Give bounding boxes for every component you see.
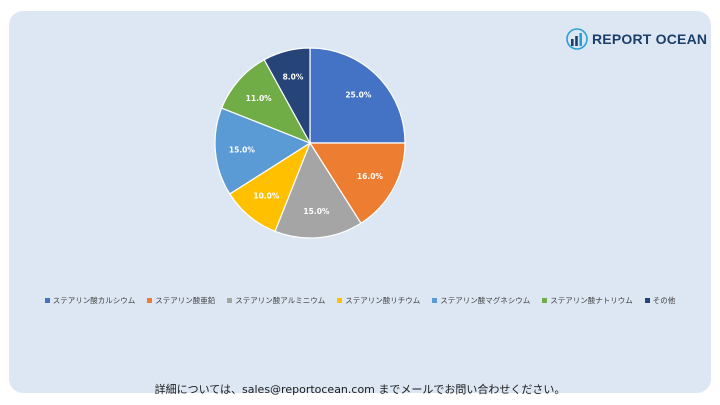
legend-swatch <box>337 298 343 303</box>
pie-slice <box>308 142 406 225</box>
legend-item: ステアリン酸ナトリウム <box>542 295 633 306</box>
legend-swatch <box>432 298 438 303</box>
legend-label: ステアリン酸カルシウム <box>52 296 136 305</box>
legend-swatch <box>44 298 50 303</box>
slice-data-label: 15.0% <box>229 145 256 154</box>
report-ocean-logo-icon <box>566 28 588 50</box>
brand-name: REPORT OCEAN <box>592 31 708 47</box>
legend-swatch <box>542 298 548 303</box>
legend-item: ステアリン酸リチウム <box>337 295 420 306</box>
legend-label: ステアリン酸ナトリウム <box>550 296 633 305</box>
slice-data-label: 8.0% <box>283 73 304 82</box>
legend-item: ステアリン酸亜鉛 <box>147 295 215 306</box>
brand-logo: REPORT OCEAN <box>566 27 707 51</box>
pie-slice <box>220 58 312 145</box>
legend-item: ステアリン酸アルミニウム <box>227 295 325 306</box>
legend-item: ステアリン酸マグネシウム <box>432 295 530 306</box>
pie-slice <box>274 141 362 239</box>
chart-legend: ステアリン酸カルシウム ステアリン酸亜鉛 ステアリン酸アルミニウム ステアリン酸リチウ… <box>0 295 720 306</box>
pie-slice <box>309 47 406 144</box>
legend-label: ステアリン酸亜鉛 <box>155 296 216 305</box>
contact-footer: 詳細については、sales@reportocean.com までメールでお問い合… <box>154 383 566 396</box>
slice-data-label: 25.0% <box>345 91 372 100</box>
legend-label: ステアリン酸リチウム <box>345 296 421 305</box>
slice-data-label: 16.0% <box>357 172 384 181</box>
legend-swatch <box>644 298 650 303</box>
legend-item: その他 <box>644 295 676 306</box>
slice-data-label: 15.0% <box>303 207 330 216</box>
pie-slice <box>263 47 311 144</box>
legend-label: その他 <box>652 296 676 305</box>
slice-data-label: 11.0% <box>246 94 273 103</box>
slice-data-label: 10.0% <box>253 192 280 201</box>
legend-swatch <box>227 298 233 303</box>
pie-chart: 25.0% 16.0% 15.0% 10.0% 15.0% 11.0% 8.0% <box>214 47 406 239</box>
legend-item: ステアリン酸カルシウム <box>44 295 136 306</box>
pie-slice <box>214 107 312 195</box>
legend-label: ステアリン酸アルミニウム <box>235 296 326 305</box>
legend-label: ステアリン酸マグネシウム <box>440 296 531 305</box>
legend-swatch <box>147 298 153 303</box>
